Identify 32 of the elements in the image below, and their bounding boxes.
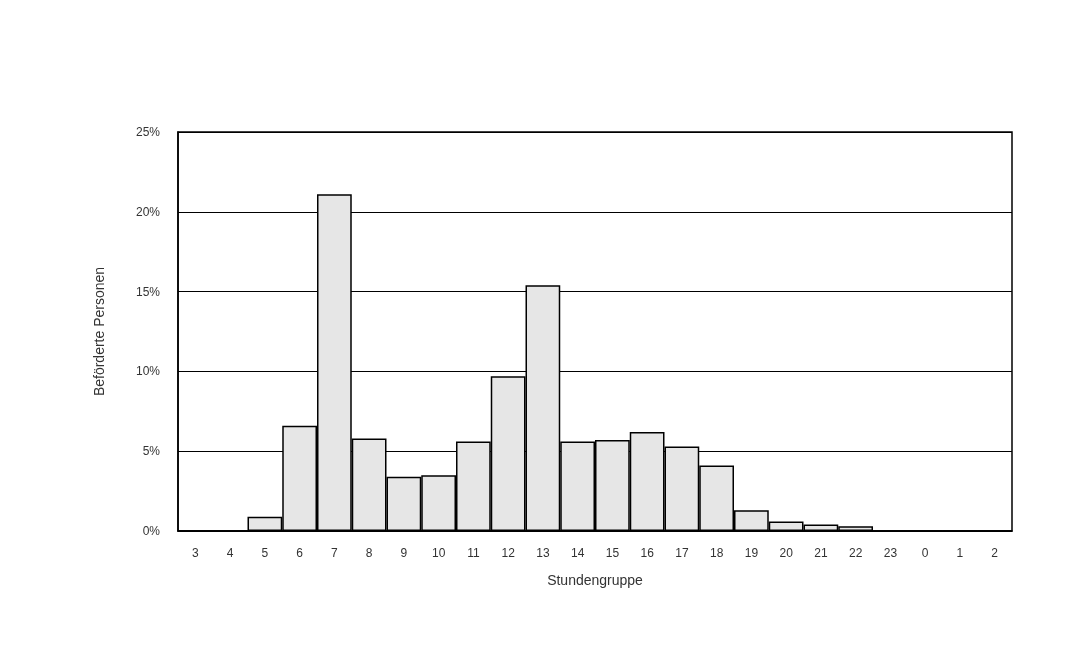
x-tick-label: 11 bbox=[467, 546, 480, 560]
x-tick-label: 6 bbox=[296, 546, 304, 560]
x-axis-title: Stundengruppe bbox=[547, 572, 644, 588]
x-tick-label: 5 bbox=[261, 546, 269, 560]
x-tick-label: 9 bbox=[400, 546, 408, 560]
x-tick-label: 18 bbox=[709, 546, 724, 560]
y-tick-label: 20% bbox=[135, 204, 161, 219]
x-tick-label: 13 bbox=[536, 546, 550, 560]
x-tick-label: 17 bbox=[675, 546, 689, 560]
y-tick-label: 5% bbox=[142, 444, 161, 459]
x-tick-label: 12 bbox=[501, 546, 516, 560]
y-tick-label: 25% bbox=[135, 125, 161, 139]
x-tick-label: 2 bbox=[991, 546, 999, 560]
y-tick-label: 0% bbox=[142, 524, 161, 538]
x-tick-label: 20 bbox=[779, 546, 794, 560]
x-tick-label: 23 bbox=[883, 546, 898, 560]
y-axis-title: Beförderte Personen bbox=[91, 266, 107, 397]
x-tick-label: 21 bbox=[814, 546, 828, 560]
x-tick-label: 22 bbox=[848, 546, 863, 560]
x-tick-label: 7 bbox=[331, 546, 339, 560]
x-tick-label: 14 bbox=[570, 546, 585, 560]
x-tick-label: 19 bbox=[744, 546, 759, 560]
x-tick-label: 10 bbox=[431, 546, 446, 560]
x-tick-label: 15 bbox=[605, 546, 620, 560]
x-tick-label: 1 bbox=[956, 546, 964, 560]
x-tick-label: 8 bbox=[365, 546, 373, 560]
y-tick-label: 15% bbox=[135, 284, 161, 299]
x-tick-label: 0 bbox=[921, 546, 929, 560]
y-tick-label: 10% bbox=[135, 364, 161, 379]
x-tick-label: 4 bbox=[226, 546, 234, 560]
x-tick-label: 16 bbox=[640, 546, 655, 560]
x-tick-label: 3 bbox=[192, 546, 200, 560]
